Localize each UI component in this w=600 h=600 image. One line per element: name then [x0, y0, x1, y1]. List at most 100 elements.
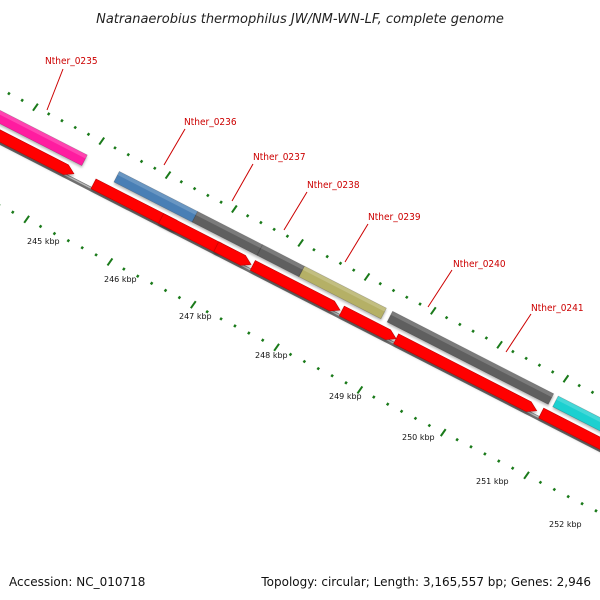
gene-label[interactable]: Nther_0240	[453, 259, 506, 270]
gene-bar-highlight	[195, 211, 263, 249]
tick-mark	[484, 336, 489, 340]
cds-arrow[interactable]	[538, 407, 600, 451]
scale-label: 252 kbp	[549, 520, 582, 529]
gene-bar-highlight	[556, 396, 600, 422]
cds-arrow[interactable]	[0, 117, 75, 175]
tick-mark	[86, 132, 91, 137]
tick-mark	[356, 385, 364, 395]
gene-bar[interactable]	[0, 98, 88, 167]
tick-mark	[458, 322, 462, 327]
tick-mark	[550, 370, 555, 374]
gene-label[interactable]: Nther_0239	[368, 212, 421, 223]
gene-label[interactable]: Nther_0236	[184, 117, 237, 128]
gene-label[interactable]: Nther_0241	[531, 303, 584, 314]
tick-mark	[510, 466, 515, 470]
cds-strand	[0, 117, 600, 451]
tick-mark	[455, 437, 459, 442]
outer-tick-marks	[7, 91, 595, 395]
tick-mark	[444, 315, 449, 320]
gene-bar[interactable]	[386, 310, 555, 405]
gene-labels: Nther_0235 Nther_0236 Nther_0237 Nther_0238…	[45, 56, 584, 353]
gene-label-leader	[46, 68, 64, 111]
map-title: Natranaerobius thermophilus JW/NM-WN-LF,…	[96, 12, 504, 27]
tick-mark	[122, 267, 126, 271]
tick-mark	[552, 487, 557, 492]
gene-bar-highlight	[0, 110, 88, 159]
tick-mark	[106, 257, 114, 267]
tick-mark	[149, 281, 154, 286]
tick-mark	[325, 254, 329, 259]
tick-mark	[73, 125, 77, 130]
tick-mark	[430, 306, 437, 315]
tick-mark	[153, 166, 157, 171]
tick-mark	[231, 204, 238, 214]
tick-mark	[590, 390, 595, 395]
tick-mark	[272, 227, 276, 232]
tick-mark	[190, 300, 197, 309]
scale-label: 249 kbp	[329, 392, 362, 401]
gene-label[interactable]: Nther_0235	[45, 56, 98, 67]
gene-label-leader	[505, 313, 532, 353]
tick-mark	[260, 338, 265, 342]
tick-mark	[538, 480, 543, 485]
tick-mark	[163, 288, 168, 293]
tick-mark	[511, 349, 515, 354]
cds-arrow[interactable]	[393, 333, 538, 412]
tick-mark	[577, 383, 581, 388]
gene-bar-highlight	[117, 171, 198, 215]
tick-mark	[11, 210, 15, 215]
tick-mark	[580, 501, 584, 506]
tick-mark	[363, 272, 371, 281]
scale-label: 245 kbp	[27, 237, 60, 246]
tick-mark	[594, 509, 598, 513]
accession-text: Accession: NC_010718	[9, 575, 145, 589]
tick-mark	[66, 238, 71, 243]
tick-mark	[351, 268, 356, 272]
tick-mark	[418, 302, 422, 306]
tick-mark	[439, 428, 447, 437]
tick-mark	[391, 288, 396, 293]
tick-mark	[179, 180, 184, 184]
tick-mark	[245, 213, 250, 218]
tick-mark	[139, 159, 144, 164]
gene-bar-highlight	[260, 244, 305, 270]
tick-mark	[372, 395, 376, 399]
tick-mark	[94, 253, 98, 257]
tick-mark	[302, 359, 307, 364]
tick-mark	[113, 146, 117, 150]
tick-mark	[247, 331, 251, 335]
genome-backbone	[0, 139, 600, 453]
cds-arrow[interactable]	[213, 241, 252, 266]
tick-mark	[60, 118, 64, 123]
tick-mark	[297, 238, 304, 248]
tick-mark	[338, 261, 343, 266]
tick-mark	[285, 234, 290, 238]
tick-mark	[562, 374, 570, 383]
cds-arrow[interactable]	[249, 260, 341, 312]
tick-mark	[399, 409, 404, 414]
cds-arrow[interactable]	[338, 305, 397, 340]
tick-mark	[497, 459, 501, 463]
tick-mark	[20, 98, 24, 103]
tick-mark	[164, 170, 172, 180]
scale-labels: 245 kbp 246 kbp 247 kbp 248 kbp 249 kbp 250 k…	[27, 237, 582, 529]
tick-mark	[405, 295, 409, 300]
genome-summary-text: Topology: circular; Length: 3,165,557 bp…	[260, 575, 591, 589]
tick-mark	[7, 91, 11, 96]
tick-mark	[98, 137, 106, 146]
gene-label[interactable]: Nther_0238	[307, 180, 360, 191]
tick-mark	[496, 340, 503, 349]
gene-strand	[0, 98, 600, 451]
gene-bar[interactable]	[552, 395, 600, 451]
gene-bar[interactable]	[298, 265, 387, 320]
tick-mark	[206, 193, 210, 198]
gene-label-leader	[231, 163, 254, 202]
tick-mark	[192, 186, 197, 191]
inner-tick-marks	[0, 204, 598, 513]
gene-bar-highlight	[302, 266, 387, 312]
gene-label[interactable]: Nther_0237	[253, 152, 306, 163]
tick-mark	[469, 445, 473, 449]
gene-label-leader	[283, 191, 308, 231]
tick-mark	[135, 274, 140, 278]
